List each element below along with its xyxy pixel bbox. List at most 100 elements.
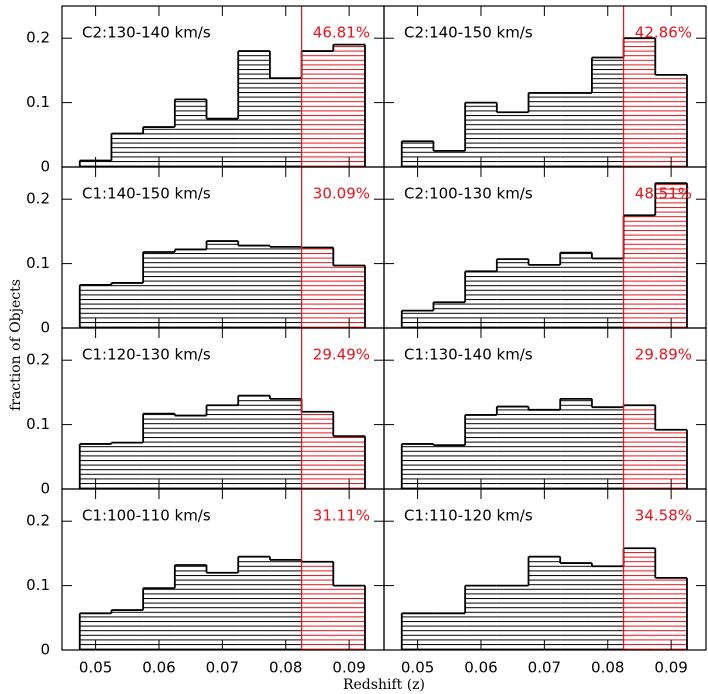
panel-annotation: 46.81%	[313, 24, 370, 42]
bar	[333, 265, 365, 328]
bar	[496, 585, 529, 650]
y-tick-label: 0.1	[26, 576, 50, 594]
x-tick-label: 0.08	[591, 659, 624, 677]
y-tick-label: 0.1	[26, 93, 50, 111]
bar	[143, 252, 175, 328]
y-tick-label: 0.1	[26, 254, 50, 272]
panel-title: C2:140-150 km/s	[404, 24, 533, 42]
bar	[143, 588, 175, 650]
y-tick-label: 0	[40, 641, 50, 659]
bar	[560, 398, 592, 489]
x-axis-label: Redshift (z)	[343, 677, 425, 693]
x-tick-label: 0.08	[269, 659, 302, 677]
bar	[591, 407, 624, 489]
bar	[433, 150, 466, 167]
panel-annotation: 48.51%	[635, 185, 692, 203]
bar	[301, 561, 334, 650]
bar	[111, 133, 144, 167]
bar	[269, 559, 302, 650]
bar	[591, 57, 624, 167]
bar	[238, 245, 270, 328]
bar	[655, 183, 687, 328]
bar	[269, 398, 302, 489]
y-tick-label: 0.2	[26, 512, 50, 530]
bar	[301, 51, 334, 167]
bar	[623, 38, 656, 168]
bar	[623, 405, 656, 489]
bar	[111, 282, 144, 328]
bar	[111, 610, 144, 650]
panel-annotation: 30.09%	[313, 185, 370, 203]
bar	[111, 442, 144, 489]
bar	[655, 74, 687, 167]
bar	[623, 548, 656, 650]
x-tick-label: 0.06	[142, 659, 175, 677]
y-tick-label: 0.1	[26, 415, 50, 433]
bar	[433, 302, 466, 328]
bar	[206, 405, 239, 489]
bar	[174, 564, 207, 650]
x-tick-label: 0.07	[528, 659, 561, 677]
bar	[560, 92, 592, 167]
bar	[655, 577, 687, 650]
bar	[560, 563, 592, 650]
bar	[496, 112, 529, 167]
bar	[623, 215, 656, 328]
panel-title: C1:100-110 km/s	[82, 507, 211, 525]
panel-annotation: 42.86%	[635, 24, 692, 42]
bar	[591, 258, 624, 328]
bar	[238, 556, 270, 650]
bar	[528, 409, 561, 489]
panel-title: C1:140-150 km/s	[82, 185, 211, 203]
bar	[206, 241, 239, 328]
bar	[496, 259, 529, 328]
bar	[174, 249, 207, 328]
y-tick-label: 0	[40, 319, 50, 337]
y-tick-label: 0.2	[26, 29, 50, 47]
bar	[301, 247, 334, 328]
bar	[591, 566, 624, 650]
panel-frame	[383, 488, 707, 651]
x-tick-label: 0.05	[79, 659, 112, 677]
panel-annotation: 29.49%	[313, 346, 370, 364]
bar	[333, 585, 365, 650]
bar	[238, 51, 270, 167]
y-tick-label: 0.2	[26, 190, 50, 208]
bar	[528, 556, 561, 650]
bar	[269, 78, 302, 167]
panel-title: C1:120-130 km/s	[82, 346, 211, 364]
y-axis-label: fraction of Objects	[8, 279, 24, 411]
panel-title: C2:130-140 km/s	[82, 24, 211, 42]
bar	[238, 395, 270, 489]
bar	[465, 102, 497, 167]
bar	[143, 413, 175, 489]
x-tick-label: 0.07	[206, 659, 239, 677]
panel-title: C1:130-140 km/s	[404, 346, 533, 364]
panel-annotation: 29.89%	[635, 346, 692, 364]
panel-annotation: 31.11%	[313, 507, 370, 525]
x-tick-label: 0.06	[464, 659, 497, 677]
x-tick-label: 0.09	[332, 659, 365, 677]
panel-title: C1:110-120 km/s	[404, 507, 533, 525]
bar	[560, 252, 592, 328]
y-tick-label: 0.2	[26, 351, 50, 369]
bar	[496, 406, 529, 489]
bar	[174, 415, 207, 489]
panel-annotation: 34.58%	[635, 507, 692, 525]
y-tick-label: 0	[40, 480, 50, 498]
y-tick-label: 0	[40, 158, 50, 176]
bar	[174, 99, 207, 167]
bar	[465, 414, 497, 489]
panel-title: C2:100-130 km/s	[404, 185, 533, 203]
bar	[528, 92, 561, 167]
bar	[301, 411, 334, 489]
x-tick-label: 0.09	[654, 659, 687, 677]
bar	[433, 445, 466, 489]
bar	[206, 572, 239, 650]
bar	[465, 585, 497, 650]
bar	[333, 44, 365, 167]
bar	[528, 264, 561, 328]
bar	[433, 613, 466, 650]
x-tick-label: 0.05	[401, 659, 434, 677]
